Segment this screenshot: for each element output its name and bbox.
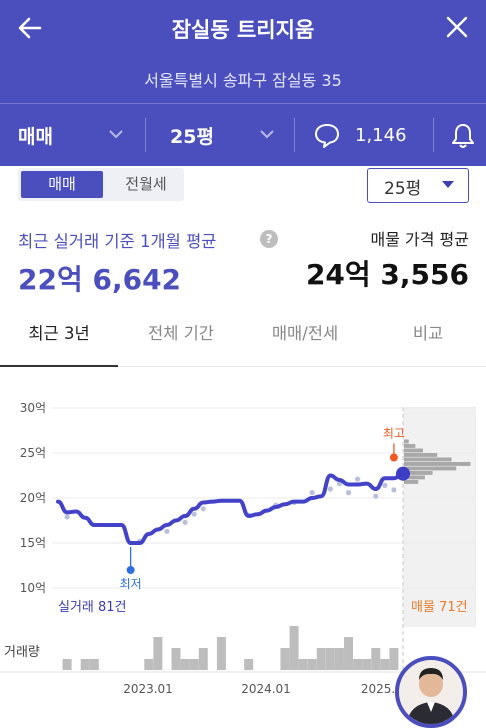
volume-bar xyxy=(325,648,335,670)
chevron-down-icon xyxy=(109,130,123,139)
listing-histogram-bar xyxy=(404,462,471,466)
trade-point xyxy=(191,511,197,517)
page-title: 잠실동 트리지움 xyxy=(171,18,315,42)
trade-point xyxy=(382,482,388,488)
comment-count: 1,146 xyxy=(355,124,407,146)
trade-point xyxy=(200,506,206,512)
trade-point xyxy=(327,486,333,492)
listing-price-value: 24억 3,556 xyxy=(305,258,469,291)
toggle-jeonse[interactable]: 전월세 xyxy=(125,175,167,193)
deal-type-toggle: 매매 전월세 xyxy=(18,168,184,201)
x-tick-label: 2023.01 xyxy=(123,682,173,696)
trade-point xyxy=(391,487,397,493)
size-select[interactable]: 25평 xyxy=(367,168,469,203)
trade-point xyxy=(164,528,170,534)
y-tick-label: 25억 xyxy=(20,446,46,460)
caret-down-icon xyxy=(442,181,454,188)
volume-bar xyxy=(298,659,308,670)
listing-price-label: 매물 가격 평균 xyxy=(370,230,470,249)
avg-price-value: 22억 6,642 xyxy=(18,263,182,296)
tab-sale-jeonse[interactable]: 매매/전세 xyxy=(271,324,339,343)
listing-histogram-bar xyxy=(404,444,416,448)
comments-button[interactable]: 1,146 xyxy=(313,104,407,166)
volume-bar xyxy=(198,648,208,670)
size-dropdown[interactable]: 25평 xyxy=(170,104,214,166)
volume-bar xyxy=(289,626,299,670)
high-label: 최고 xyxy=(383,427,405,441)
listing-count-label: 매물 71건 xyxy=(411,600,468,615)
toggle-sale[interactable]: 매매 xyxy=(21,171,103,198)
current-price-point xyxy=(396,466,410,481)
trade-point xyxy=(64,514,70,520)
back-arrow-icon[interactable] xyxy=(16,14,44,42)
agent-avatar[interactable] xyxy=(395,656,467,728)
deal-type-label: 매매 xyxy=(18,125,53,148)
x-tick-label: 2024.01 xyxy=(241,682,291,696)
tab-recent-3y[interactable]: 최근 3년 xyxy=(0,312,118,367)
high-marker-dot xyxy=(389,453,398,462)
listing-histogram-bar xyxy=(404,457,452,462)
speech-bubble-icon xyxy=(315,124,339,148)
volume-bar xyxy=(171,648,181,670)
period-tabs: 최근 3년 전체 기간 매매/전세 비교 xyxy=(0,312,486,367)
y-tick-label: 30억 xyxy=(20,401,46,415)
listing-histogram-bar xyxy=(404,471,433,475)
trade-point xyxy=(355,476,361,482)
volume-bar xyxy=(189,659,199,670)
volume-bar xyxy=(280,648,290,670)
app-header: 잠실동 트리지움 서울특별시 송파구 잠실동 35 xyxy=(0,0,486,103)
listing-histogram-bar xyxy=(404,475,425,480)
volume-bar xyxy=(153,637,163,670)
low-label: 최저 xyxy=(120,577,142,591)
trade-count-label: 실거래 81건 xyxy=(58,600,127,615)
y-tick-label: 10억 xyxy=(20,581,46,595)
listing-area-bg xyxy=(403,407,476,627)
x-tick-label: 2025. xyxy=(361,682,395,696)
volume-bar xyxy=(180,659,190,670)
listing-histogram-bar xyxy=(404,448,423,453)
price-line xyxy=(56,471,405,545)
volume-bar xyxy=(334,648,344,670)
low-marker-dot xyxy=(126,566,135,574)
volume-bar xyxy=(316,648,326,670)
chevron-down-icon xyxy=(260,130,274,139)
trade-point xyxy=(182,519,188,525)
volume-bar xyxy=(380,659,390,670)
listing-histogram-bar xyxy=(404,453,438,457)
size-label: 25평 xyxy=(170,125,214,148)
avg-price-label: 최근 실거래 기준 1개월 평균 xyxy=(18,232,217,251)
tab-compare[interactable]: 비교 xyxy=(412,324,444,343)
volume-bar xyxy=(344,637,354,670)
listing-histogram-bar xyxy=(404,466,457,471)
close-icon[interactable] xyxy=(444,14,470,40)
address-text: 서울특별시 송파구 잠실동 35 xyxy=(144,71,342,90)
help-icon[interactable]: ? xyxy=(260,230,278,248)
volume-bar xyxy=(89,659,99,670)
trade-point xyxy=(373,493,379,499)
listing-histogram-bar xyxy=(404,439,409,444)
volume-bar xyxy=(389,648,399,670)
volume-bar xyxy=(353,659,363,670)
trade-point xyxy=(309,490,315,496)
agent-portrait-icon xyxy=(407,668,455,724)
volume-bar xyxy=(307,659,317,670)
volume-label: 거래량 xyxy=(4,645,40,660)
volume-bar xyxy=(144,659,154,670)
deal-type-dropdown[interactable]: 매매 xyxy=(18,104,53,166)
y-tick-label: 15억 xyxy=(20,536,46,550)
volume-bar xyxy=(371,648,381,670)
volume-bar xyxy=(362,659,372,670)
size-select-label: 25평 xyxy=(384,179,422,199)
listing-histogram-bar xyxy=(404,480,419,484)
volume-bar xyxy=(80,659,90,670)
bell-icon[interactable] xyxy=(450,122,476,150)
volume-bar xyxy=(244,659,254,670)
filter-bar: 매매 25평 1,146 xyxy=(0,103,486,166)
y-tick-label: 20억 xyxy=(20,491,46,505)
tab-all-period[interactable]: 전체 기간 xyxy=(148,324,214,343)
volume-bar xyxy=(62,659,72,670)
trade-point xyxy=(345,490,352,496)
volume-bar xyxy=(216,637,226,670)
